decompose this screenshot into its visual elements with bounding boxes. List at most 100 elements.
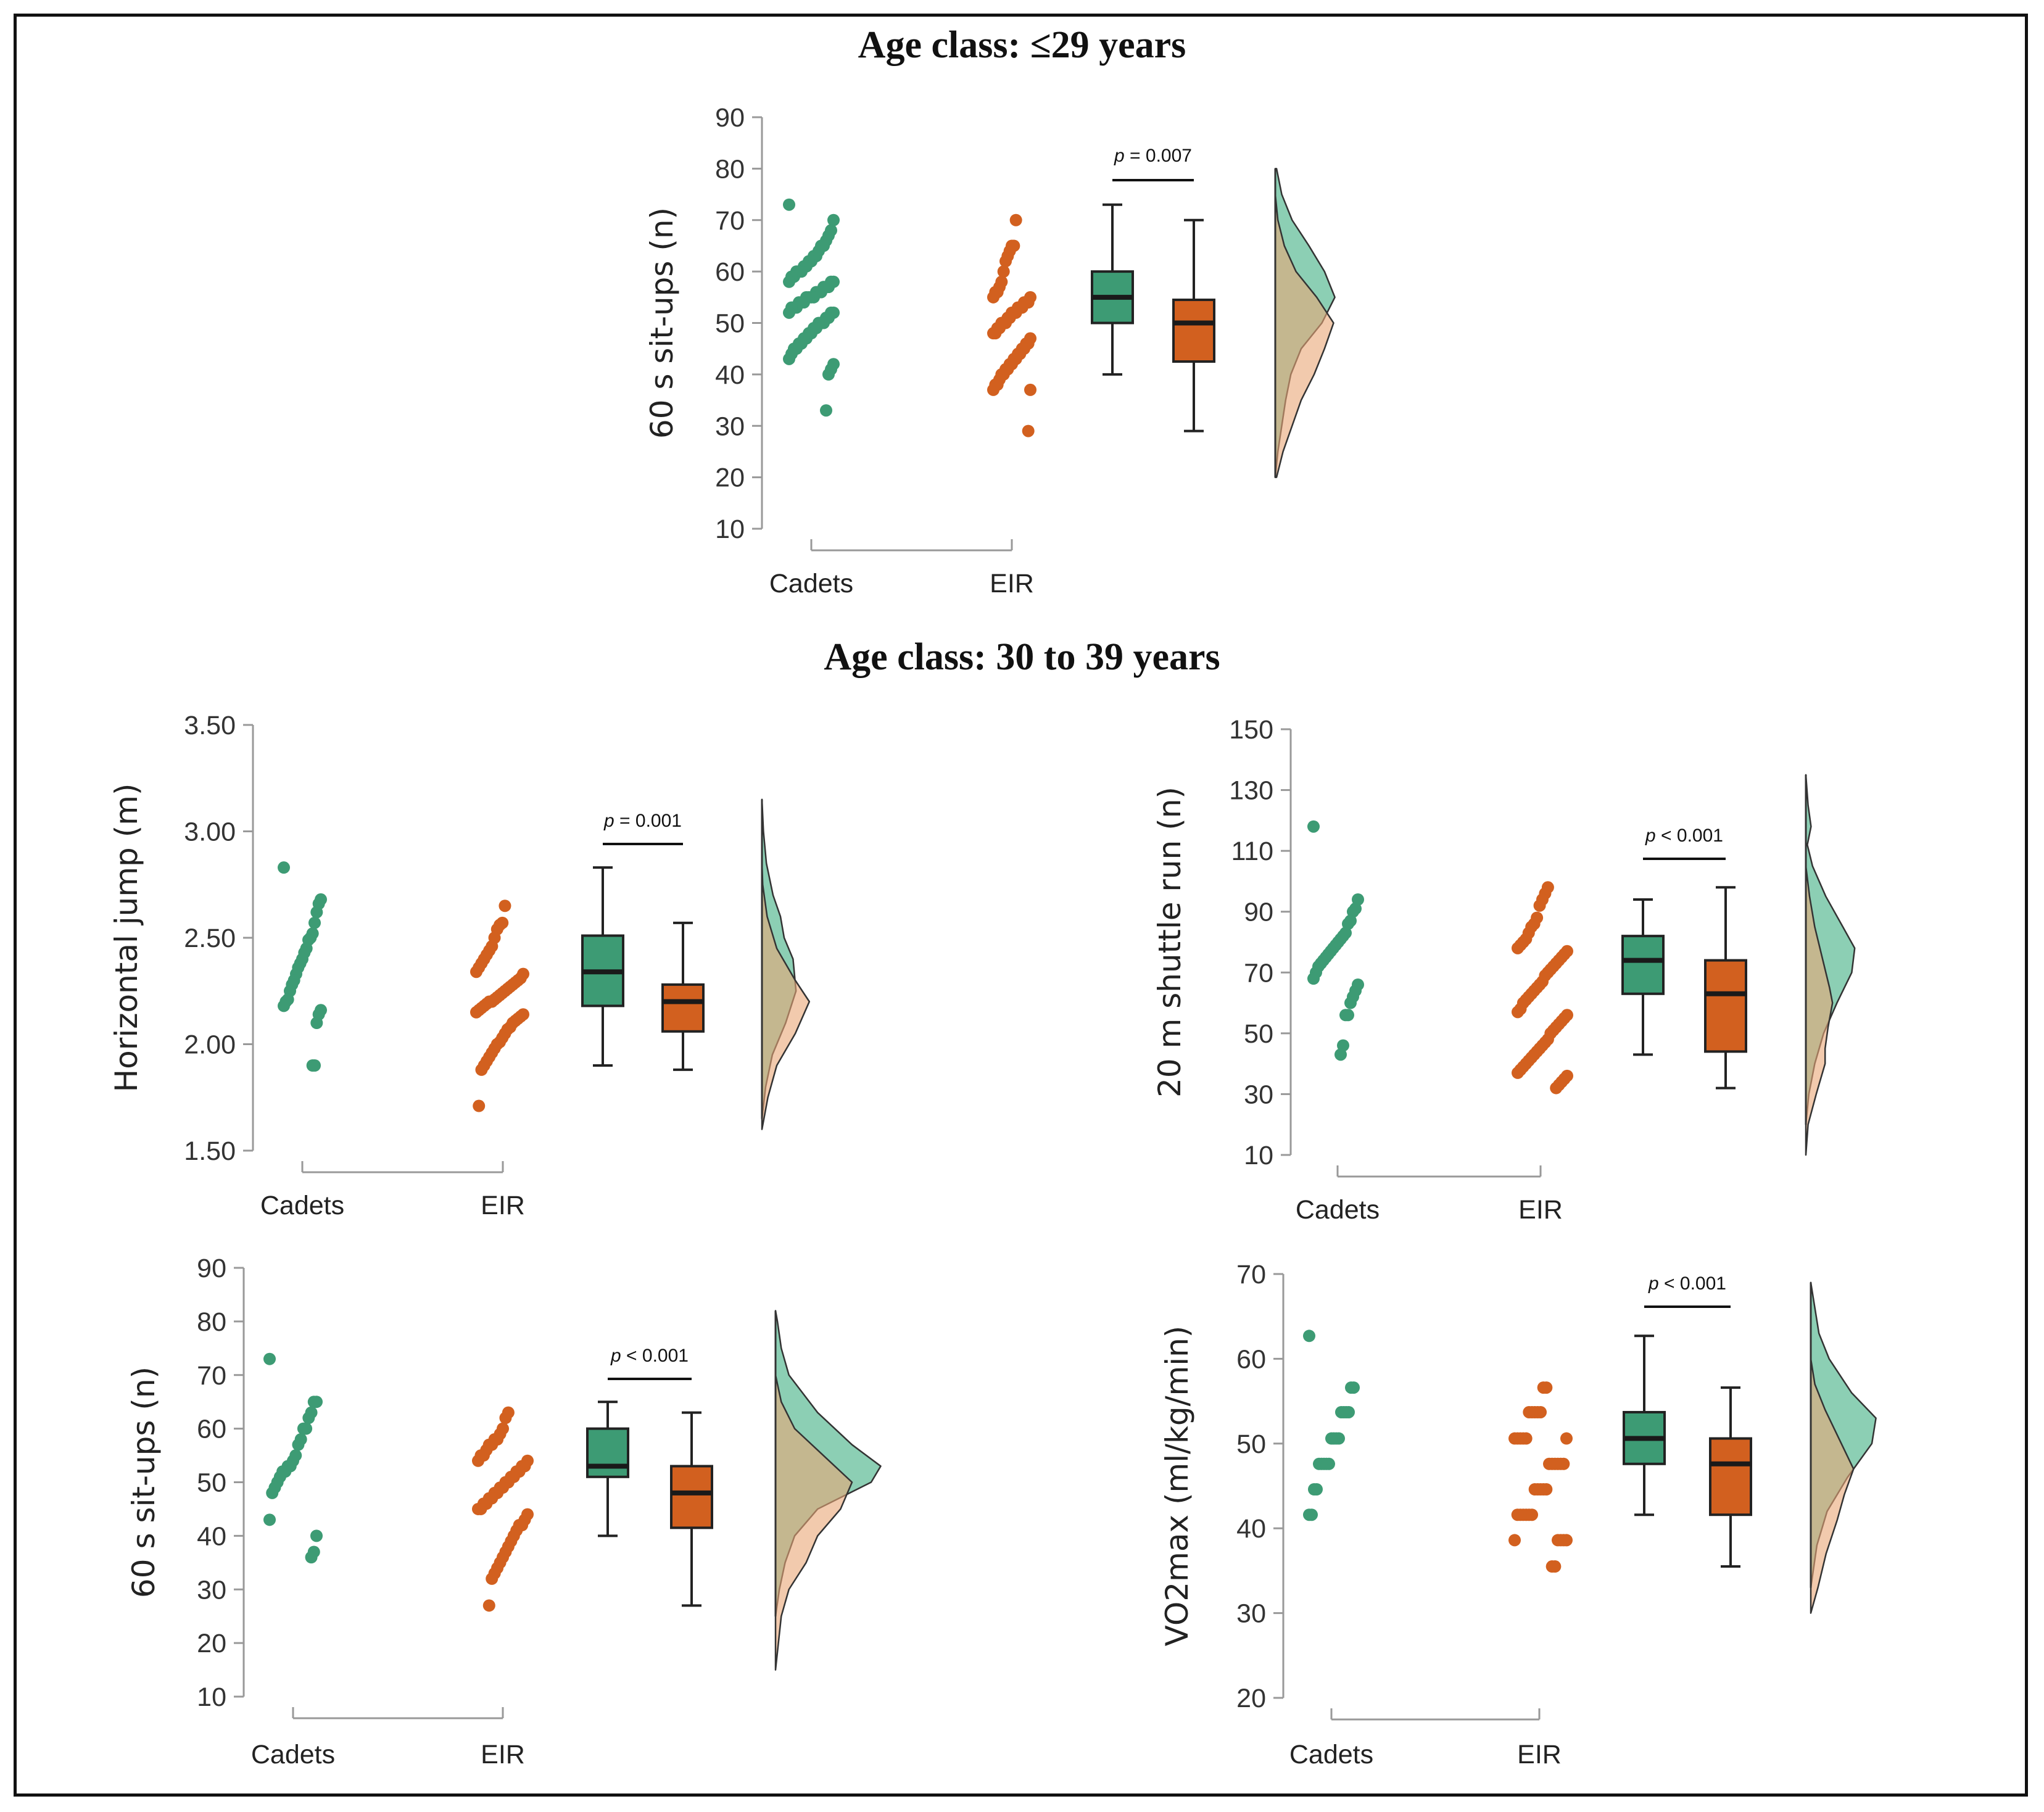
y-tick-label: 90 [197, 1254, 226, 1283]
data-point-cadets [1325, 1432, 1338, 1445]
data-point-eir [499, 1412, 512, 1425]
data-point-cadets [820, 404, 832, 417]
data-point-eir [1550, 1082, 1563, 1094]
y-tick-label: 30 [197, 1575, 226, 1605]
data-point-eir [499, 900, 511, 912]
y-tick-label: 70 [1244, 958, 1273, 988]
box-eir [1709, 1437, 1752, 1516]
data-point-cadets [263, 1352, 276, 1365]
data-point-eir [1508, 1432, 1521, 1445]
chart-panel-1: 1.50 2.00 2.50 3.00 3.50 Horizontal jump (m) C… [109, 711, 811, 1220]
data-point-eir [987, 291, 999, 304]
y-tick-label: 1.50 [184, 1136, 236, 1166]
y-tick-label: 80 [715, 154, 745, 184]
data-point-eir [1537, 1381, 1550, 1394]
data-point-cadets [306, 1059, 319, 1072]
data-point-cadets [1344, 996, 1357, 1009]
y-tick-label: 20 [1236, 1684, 1266, 1713]
y-tick-label: 30 [1236, 1599, 1266, 1629]
data-point-eir [1024, 383, 1036, 396]
data-point-eir [470, 966, 482, 978]
y-tick-label: 130 [1229, 776, 1273, 806]
y-tick-label: 50 [197, 1468, 226, 1498]
p-value: < 0.001 [621, 1346, 689, 1366]
data-point-eir [1512, 1006, 1524, 1019]
p-symbol: p [1645, 825, 1656, 846]
data-point-eir [999, 255, 1012, 268]
density-eir [1274, 193, 1334, 478]
data-point-cadets [783, 352, 795, 365]
p-value-label: p < 0.001 [1648, 1273, 1726, 1294]
data-point-cadets [1339, 1009, 1352, 1022]
x-tick-label: EIR [1518, 1195, 1563, 1225]
y-tick-label: 70 [197, 1361, 226, 1391]
data-point-eir [1560, 1432, 1573, 1445]
data-point-cadets [305, 1551, 318, 1564]
box-eir [1704, 959, 1747, 1053]
p-value: < 0.001 [1656, 825, 1723, 846]
data-point-cadets [307, 1396, 320, 1409]
x-tick-label: Cadets [1296, 1195, 1380, 1225]
y-tick-label: 3.00 [184, 817, 236, 847]
x-tick-label: Cadets [251, 1740, 335, 1769]
data-point-cadets [1303, 1508, 1315, 1521]
data-point-eir [482, 1599, 495, 1612]
p-value-label: p = 0.007 [1114, 146, 1192, 166]
data-point-eir [987, 327, 999, 340]
data-point-cadets [1307, 820, 1320, 833]
y-tick-label: 40 [715, 360, 745, 390]
data-point-eir [486, 1572, 499, 1585]
y-tick-label: 110 [1231, 837, 1273, 866]
x-tick-label: Cadets [1289, 1740, 1373, 1769]
p-value-label: p < 0.001 [610, 1346, 689, 1366]
data-point-cadets [1313, 1457, 1325, 1470]
density-eir [1810, 1358, 1855, 1614]
y-tick-label: 50 [1236, 1429, 1266, 1459]
p-value-label: p = 0.001 [603, 811, 682, 831]
y-tick-label: 2.50 [184, 924, 236, 953]
y-tick-label: 70 [1236, 1260, 1266, 1289]
chart-panel-4: 20 30 40 50 60 70 VO2max (ml/kg/min) Cadets EIR p… [1159, 1260, 1877, 1769]
data-point-cadets [292, 1438, 305, 1451]
y-tick-label: 10 [1244, 1141, 1273, 1170]
p-value: < 0.001 [1659, 1273, 1726, 1294]
y-tick-label: 60 [197, 1415, 226, 1444]
y-axis-label: 20 m shuttle run (n) [1152, 787, 1188, 1098]
data-point-cadets [1345, 1381, 1357, 1394]
x-tick-label: EIR [481, 1191, 525, 1220]
y-tick-label: 40 [1236, 1514, 1266, 1544]
data-point-cadets [783, 275, 795, 288]
data-point-eir [1552, 1534, 1564, 1547]
box-eir [670, 1465, 713, 1529]
x-tick-label: EIR [1517, 1740, 1562, 1769]
y-tick-label: 30 [715, 412, 745, 441]
data-point-eir [472, 1454, 484, 1467]
p-symbol: p [1648, 1273, 1659, 1294]
data-point-cadets [263, 1513, 276, 1526]
y-tick-label: 90 [1244, 898, 1273, 927]
p-symbol: p [603, 811, 614, 831]
data-point-eir [1508, 1534, 1521, 1547]
chart-panel-0: 10 20 30 40 50 60 70 80 90 60 s sit-ups (n) Cadets… [644, 103, 1336, 598]
y-tick-label: 60 [1236, 1344, 1266, 1374]
box-cadets [586, 1427, 629, 1478]
data-point-eir [472, 1502, 484, 1515]
p-value-label: p < 0.001 [1645, 825, 1723, 846]
data-point-cadets [1335, 1405, 1347, 1418]
chart-panel-2: 10 30 50 70 90 110 130 150 20 m shuttle run (n) C… [1152, 715, 1856, 1225]
data-point-eir [1512, 1066, 1524, 1079]
data-point-eir [1511, 1508, 1524, 1521]
data-point-cadets [310, 1017, 323, 1029]
x-tick-label: Cadets [769, 569, 853, 598]
density-eir [774, 1374, 853, 1671]
y-axis-label: 60 s sit-ups (n) [644, 207, 680, 439]
data-point-eir [987, 383, 999, 396]
data-point-cadets [822, 368, 835, 381]
y-tick-label: 60 [715, 257, 745, 287]
y-tick-label: 20 [197, 1629, 226, 1658]
y-tick-label: 150 [1229, 715, 1273, 745]
data-point-eir [1528, 1483, 1541, 1496]
data-point-eir [1545, 1560, 1558, 1573]
y-tick-label: 90 [715, 103, 745, 133]
